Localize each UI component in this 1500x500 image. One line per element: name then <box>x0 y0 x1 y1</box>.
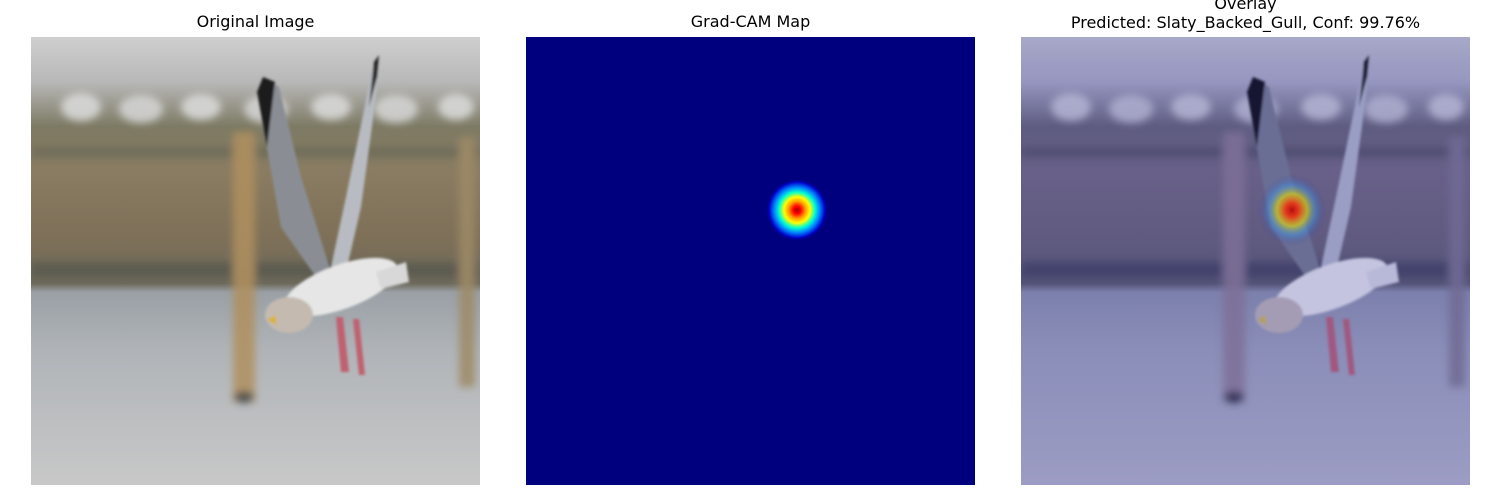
overlay-title: Overlay <box>1214 0 1277 13</box>
overlay-hotspot <box>1258 174 1326 246</box>
gull-photo <box>31 37 480 485</box>
gradcam-heatmap <box>526 37 975 485</box>
prediction-label: Predicted: Slaty_Backed_Gull, Conf: 99.7… <box>1070 13 1421 32</box>
overlay-photo <box>1021 37 1470 485</box>
original-image-title: Original Image <box>196 12 315 31</box>
original-image <box>31 37 480 485</box>
overlay-image <box>1021 37 1470 485</box>
gradcam-map-title: Grad-CAM Map <box>690 12 811 31</box>
gradcam-map <box>526 37 975 485</box>
